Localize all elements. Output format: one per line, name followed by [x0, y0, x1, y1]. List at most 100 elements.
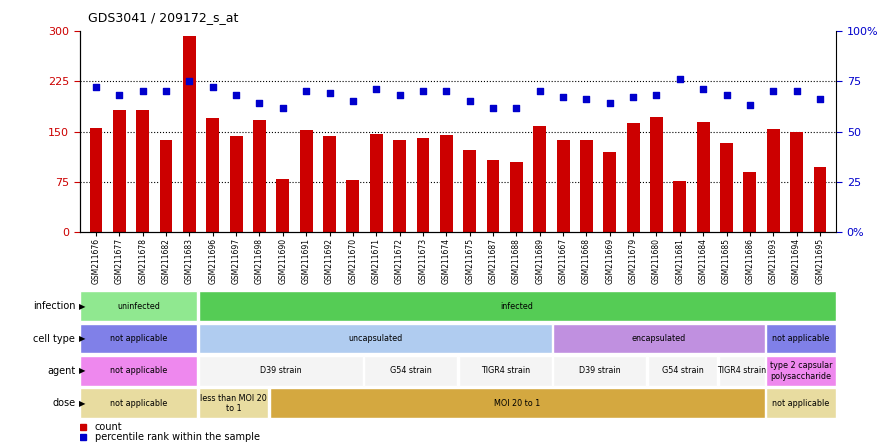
Point	[88, 84, 103, 91]
Text: GDS3041 / 209172_s_at: GDS3041 / 209172_s_at	[88, 12, 239, 24]
Point	[416, 88, 430, 95]
Point	[789, 88, 804, 95]
Text: less than MOI 20
to 1: less than MOI 20 to 1	[200, 394, 266, 413]
Text: not applicable: not applicable	[110, 399, 167, 408]
Point	[603, 100, 617, 107]
Bar	[417, 139, 429, 232]
Point	[229, 92, 243, 99]
Text: not applicable: not applicable	[110, 366, 167, 376]
Bar	[300, 130, 312, 232]
Bar	[136, 110, 150, 232]
Point	[205, 84, 219, 91]
Bar	[346, 180, 359, 232]
Text: ▶: ▶	[79, 334, 85, 343]
Text: G54 strain: G54 strain	[662, 366, 704, 376]
Bar	[720, 143, 733, 232]
Bar	[276, 179, 289, 232]
Bar	[696, 122, 710, 232]
Text: G54 strain: G54 strain	[389, 366, 432, 376]
Bar	[198, 388, 268, 418]
Text: infected: infected	[501, 301, 534, 311]
Bar	[463, 151, 476, 232]
Bar	[627, 123, 640, 232]
Point	[556, 94, 570, 101]
Point	[182, 78, 196, 85]
Point	[533, 88, 547, 95]
Bar	[790, 132, 803, 232]
Bar	[557, 140, 570, 232]
Bar	[487, 160, 499, 232]
Point	[486, 104, 500, 111]
Bar	[89, 128, 103, 232]
Bar	[648, 356, 718, 386]
Bar	[604, 152, 616, 232]
Point	[743, 102, 757, 109]
Point	[626, 94, 640, 101]
Bar	[393, 140, 406, 232]
Bar	[270, 388, 765, 418]
Point	[673, 76, 687, 83]
Bar	[580, 140, 593, 232]
Point	[276, 104, 290, 111]
Text: encapsulated: encapsulated	[632, 334, 686, 343]
Bar	[323, 136, 336, 232]
Bar	[253, 119, 266, 232]
Bar	[81, 324, 197, 353]
Bar	[766, 324, 835, 353]
Bar	[230, 136, 242, 232]
Bar	[81, 356, 197, 386]
Point	[346, 98, 360, 105]
Bar	[183, 36, 196, 232]
Point	[159, 88, 173, 95]
Bar	[159, 140, 173, 232]
Bar	[113, 110, 126, 232]
Bar	[766, 388, 835, 418]
Text: TIGR4 strain: TIGR4 strain	[717, 366, 766, 376]
Bar	[766, 356, 835, 386]
Point	[393, 92, 407, 99]
Point	[720, 92, 734, 99]
Bar	[673, 181, 686, 232]
Text: agent: agent	[47, 366, 75, 376]
Text: uninfected: uninfected	[118, 301, 160, 311]
Bar	[650, 117, 663, 232]
Text: D39 strain: D39 strain	[260, 366, 302, 376]
Bar	[81, 291, 197, 321]
Point	[135, 88, 150, 95]
Text: cell type: cell type	[34, 333, 75, 344]
Text: percentile rank within the sample: percentile rank within the sample	[95, 432, 260, 442]
Text: TIGR4 strain: TIGR4 strain	[481, 366, 530, 376]
Text: ▶: ▶	[79, 366, 85, 376]
Point	[650, 92, 664, 99]
Text: ▶: ▶	[79, 301, 85, 311]
Text: dose: dose	[52, 398, 75, 408]
Bar	[553, 356, 646, 386]
Bar	[198, 356, 363, 386]
Point	[696, 86, 711, 93]
Point	[509, 104, 523, 111]
Bar	[81, 388, 197, 418]
Point	[322, 90, 336, 97]
Point	[252, 100, 266, 107]
Bar	[370, 134, 382, 232]
Bar	[553, 324, 765, 353]
Bar	[440, 135, 453, 232]
Bar	[766, 129, 780, 232]
Text: MOI 20 to 1: MOI 20 to 1	[494, 399, 540, 408]
Text: uncapsulated: uncapsulated	[348, 334, 403, 343]
Text: infection: infection	[33, 301, 75, 311]
Text: type 2 capsular
polysaccharide: type 2 capsular polysaccharide	[770, 361, 832, 381]
Bar	[198, 291, 835, 321]
Point	[463, 98, 477, 105]
Point	[112, 92, 127, 99]
Bar	[743, 172, 757, 232]
Text: not applicable: not applicable	[110, 334, 167, 343]
Text: count: count	[95, 422, 122, 432]
Bar	[198, 324, 552, 353]
Text: not applicable: not applicable	[773, 399, 829, 408]
Bar	[458, 356, 552, 386]
Point	[813, 96, 827, 103]
Bar	[534, 126, 546, 232]
Text: ▶: ▶	[79, 399, 85, 408]
Point	[439, 88, 453, 95]
